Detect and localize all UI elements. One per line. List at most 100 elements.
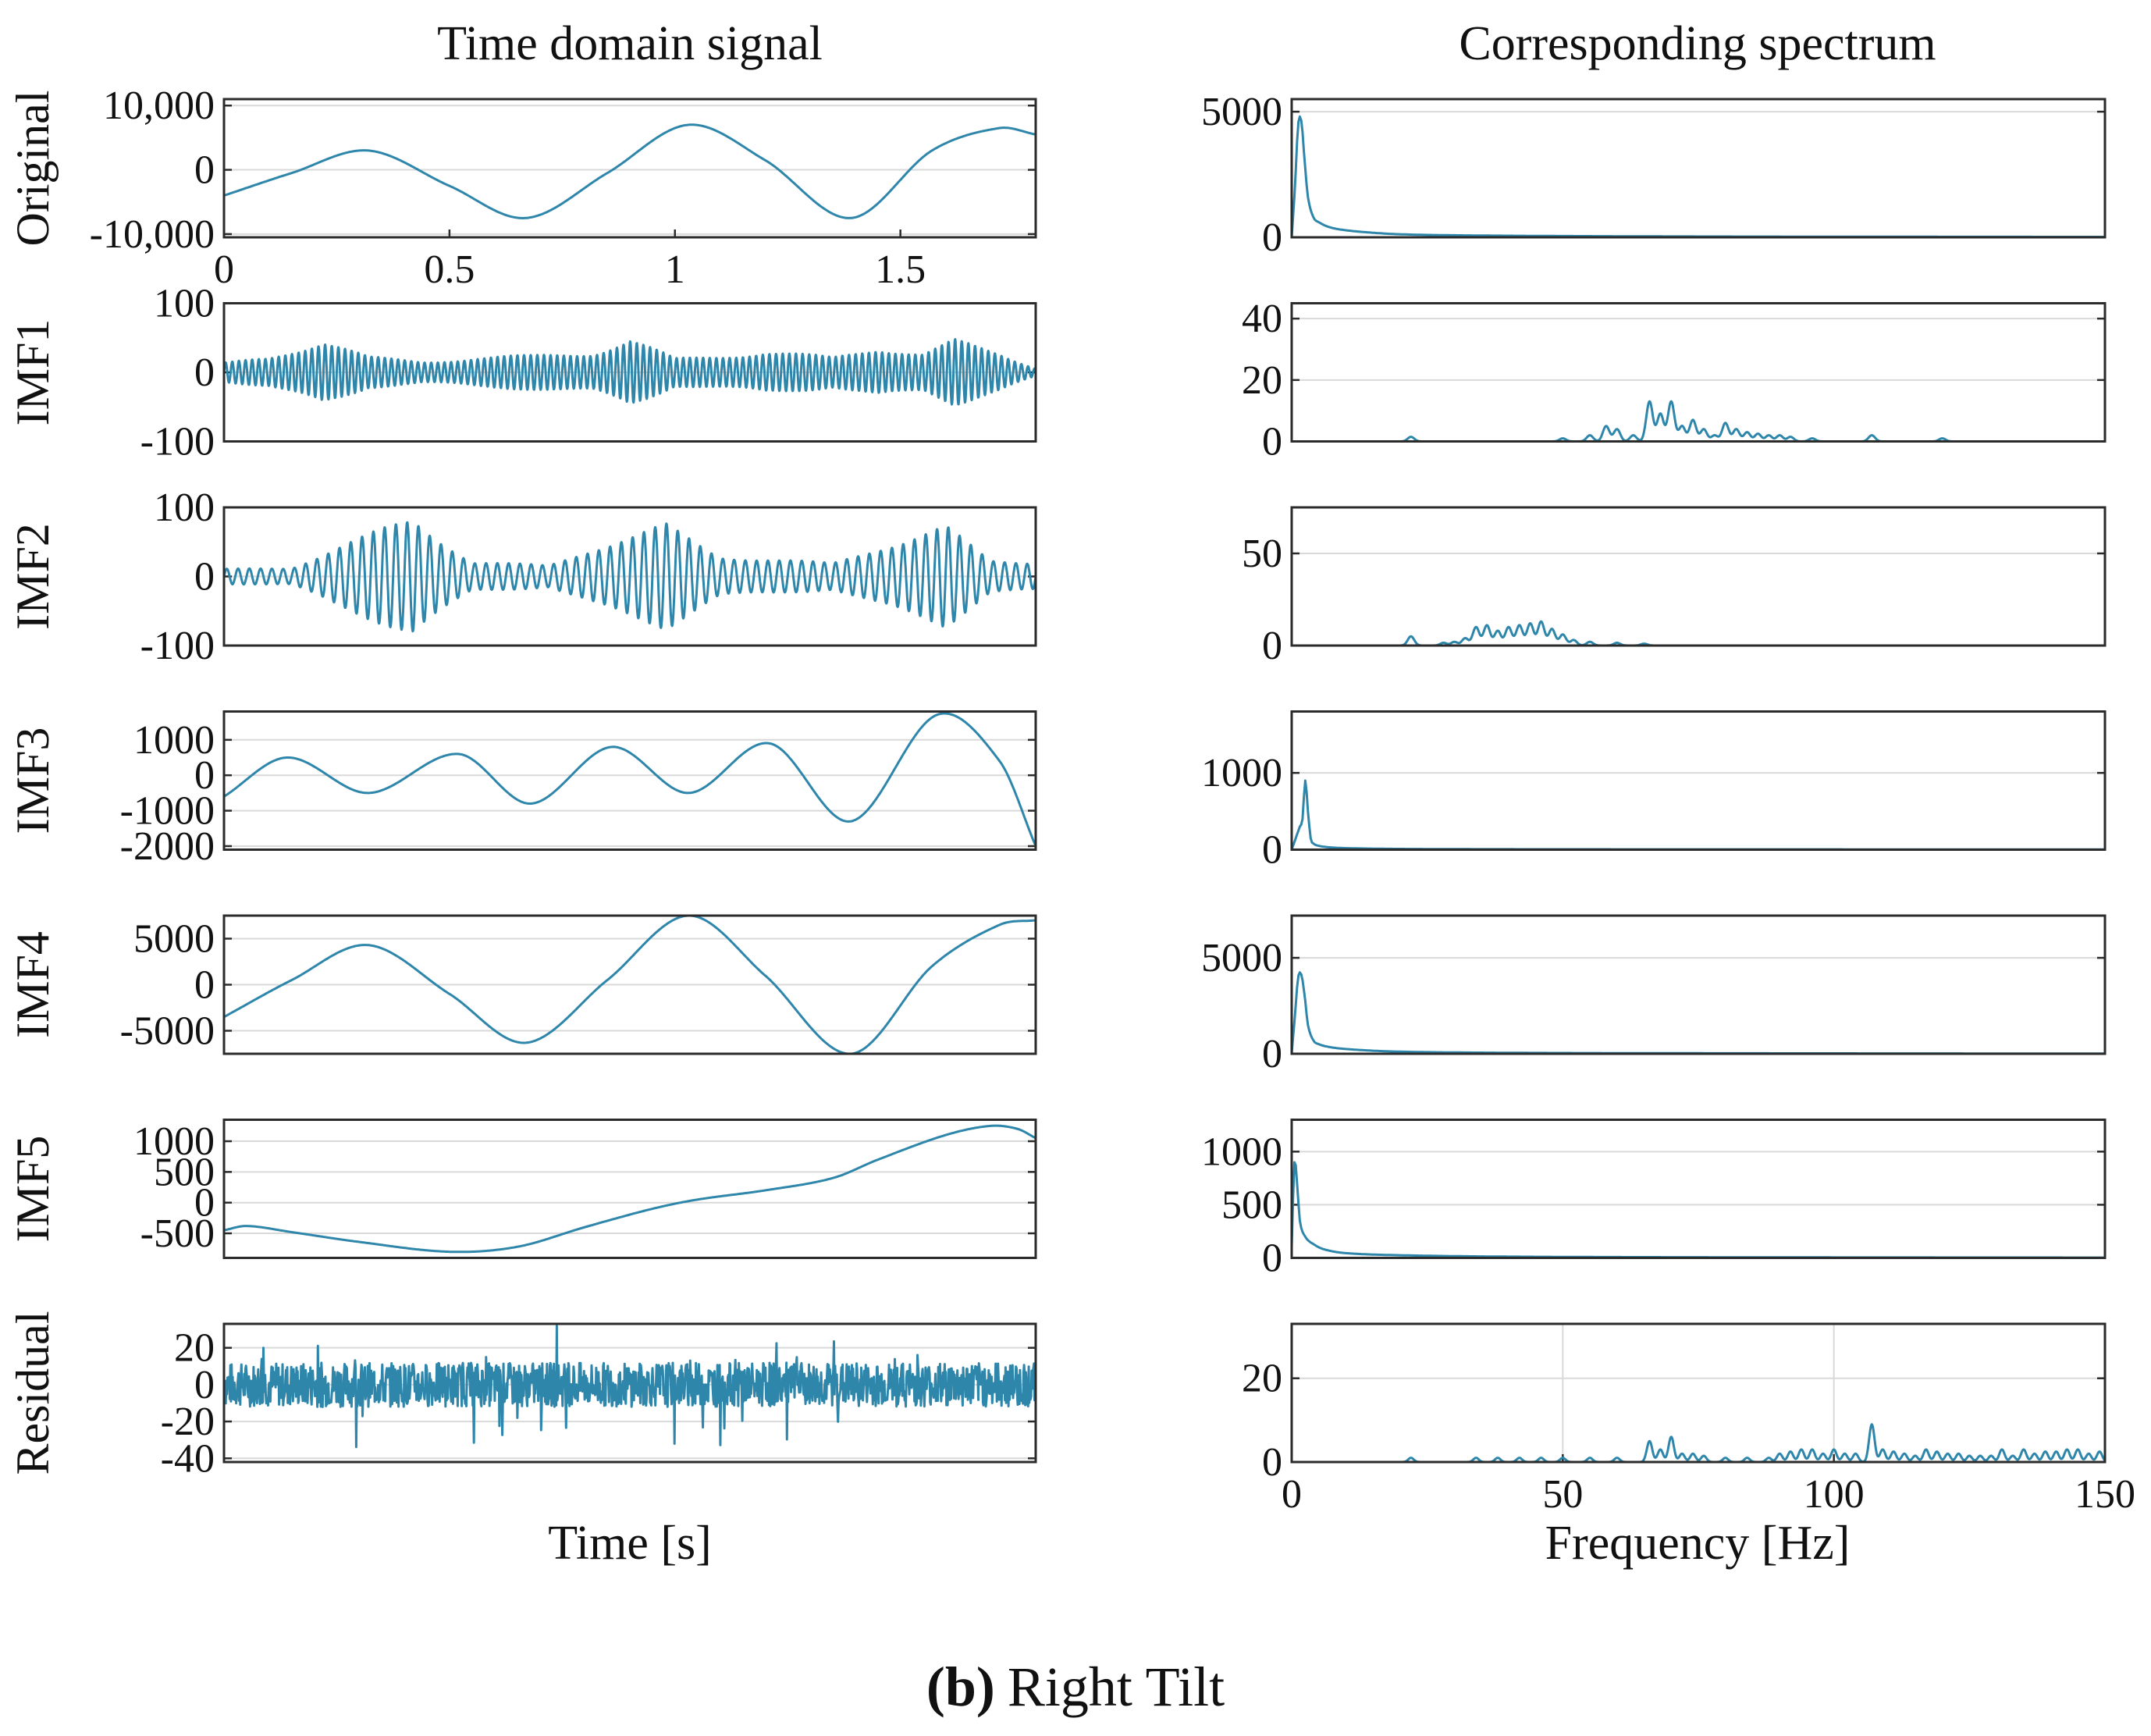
y-tick-label: -40 — [161, 1436, 215, 1481]
spectrum-panel-4: 0 1000 — [1201, 710, 2107, 873]
series-line — [224, 1325, 1036, 1449]
series-line — [1292, 1423, 2105, 1462]
axes-frame — [222, 506, 1037, 647]
axes-frame — [222, 302, 1037, 443]
y-tick-label: 1000 — [133, 1119, 215, 1164]
time-panel-3: -100 0 100 IMF2 — [7, 486, 1037, 668]
y-tick-label: 1000 — [1201, 751, 1282, 795]
axes-frame — [222, 710, 1037, 851]
series-line — [224, 521, 1036, 633]
y-tick-label: 0 — [194, 963, 215, 1008]
y-tick-label: -20 — [161, 1400, 215, 1444]
figure-caption: (b) Right Tilt — [926, 1656, 1225, 1718]
x-tick-label: 50 — [1542, 1472, 1583, 1517]
y-tick-label: -2000 — [120, 824, 215, 869]
y-tick-label: 20 — [174, 1326, 215, 1371]
x-tick-label: 1.5 — [875, 247, 926, 292]
series-line — [1292, 1161, 2105, 1258]
y-tick-label: 0 — [194, 1181, 215, 1226]
series-line — [224, 712, 1036, 847]
axes-frame — [1290, 914, 2107, 1055]
time-panel-2: -100 0 100 IMF1 — [7, 282, 1037, 464]
panel-ylabel: Residual — [7, 1311, 59, 1475]
y-tick-label: 0 — [1262, 420, 1282, 464]
panel-ylabel: IMF5 — [7, 1136, 59, 1243]
y-tick-label: 0 — [194, 555, 215, 599]
y-tick-label: 0 — [1262, 1236, 1282, 1281]
axes-frame — [1290, 506, 2107, 647]
y-tick-label: 0 — [1262, 624, 1282, 668]
x-tick-label: 0.5 — [424, 247, 475, 292]
caption-text: Right Tilt — [1008, 1656, 1225, 1718]
y-tick-label: 1000 — [133, 718, 215, 763]
x-tick-label: 0 — [1282, 1472, 1302, 1517]
panel-ylabel: Original — [7, 91, 59, 247]
panel-ylabel: IMF3 — [7, 727, 59, 834]
axes-frame — [1290, 98, 2107, 239]
axes-frame — [222, 1119, 1037, 1259]
y-tick-label: -5000 — [120, 1009, 215, 1054]
spectrum-panel-6: 0 500 1000 — [1201, 1119, 2107, 1281]
y-tick-label: -500 — [140, 1211, 215, 1256]
axes-frame — [1290, 710, 2107, 851]
x-tick-label: 0 — [214, 247, 234, 292]
y-tick-label: 0 — [194, 1363, 215, 1407]
time-axis-label: Time [s] — [548, 1517, 712, 1570]
series-line — [1292, 400, 2105, 442]
time-column-title: Time domain signal — [437, 17, 823, 70]
spectrum-panel-3: 0 50 — [1242, 506, 2107, 668]
series-line — [1292, 115, 2105, 237]
y-tick-label: 0 — [1262, 1032, 1282, 1076]
y-tick-label: 100 — [154, 486, 215, 530]
x-tick-label: 1 — [665, 247, 685, 292]
y-tick-label: 0 — [194, 350, 215, 395]
spectrum-column-title: Corresponding spectrum — [1459, 17, 1936, 70]
panel-ylabel: IMF2 — [7, 523, 59, 630]
spectrum-panel-2: 0 20 40 — [1242, 297, 2107, 464]
axes-frame — [1290, 1119, 2107, 1259]
spectrum-panel-5: 0 5000 — [1201, 914, 2107, 1076]
y-tick-label: 100 — [154, 282, 215, 326]
y-tick-label: 0 — [1262, 1440, 1282, 1485]
spectrum-panel-1: 0 5000 — [1201, 90, 2107, 260]
y-tick-label: -100 — [140, 420, 215, 464]
axes-frame — [1290, 1322, 2107, 1464]
panel-ylabel: IMF4 — [7, 931, 59, 1038]
series-line — [224, 338, 1036, 406]
panel-ylabel: IMF1 — [7, 319, 59, 426]
caption-label: (b) — [926, 1656, 995, 1718]
y-tick-label: 5000 — [1201, 936, 1282, 980]
series-line — [224, 916, 1036, 1054]
x-tick-label: 100 — [1804, 1472, 1865, 1517]
y-tick-label: 0 — [1262, 215, 1282, 260]
y-tick-label: 5000 — [1201, 90, 1282, 134]
y-tick-label: 500 — [1221, 1183, 1282, 1227]
y-tick-label: 20 — [1242, 358, 1282, 403]
y-tick-label: 20 — [1242, 1357, 1282, 1401]
y-tick-label: 0 — [1262, 828, 1282, 873]
spectrum-panel-7: 0 20 0 50 100 150 — [1242, 1322, 2135, 1517]
y-tick-label: 0 — [194, 753, 215, 798]
y-tick-label: 40 — [1242, 297, 1282, 341]
y-tick-label: 500 — [154, 1150, 215, 1194]
y-tick-label: 5000 — [133, 917, 215, 962]
y-tick-label: 1000 — [1201, 1129, 1282, 1174]
frequency-axis-label: Frequency [Hz] — [1545, 1517, 1851, 1570]
y-tick-label: 0 — [194, 148, 215, 193]
axes-frame — [1290, 302, 2107, 443]
y-tick-label: -100 — [140, 624, 215, 668]
series-line — [1292, 779, 2105, 850]
y-tick-label: -1000 — [120, 789, 215, 834]
series-line — [1292, 971, 2105, 1054]
axes-frame — [222, 1322, 1037, 1464]
axes-frame — [222, 98, 1037, 239]
y-tick-label: 50 — [1242, 532, 1282, 576]
series-line — [224, 123, 1036, 219]
